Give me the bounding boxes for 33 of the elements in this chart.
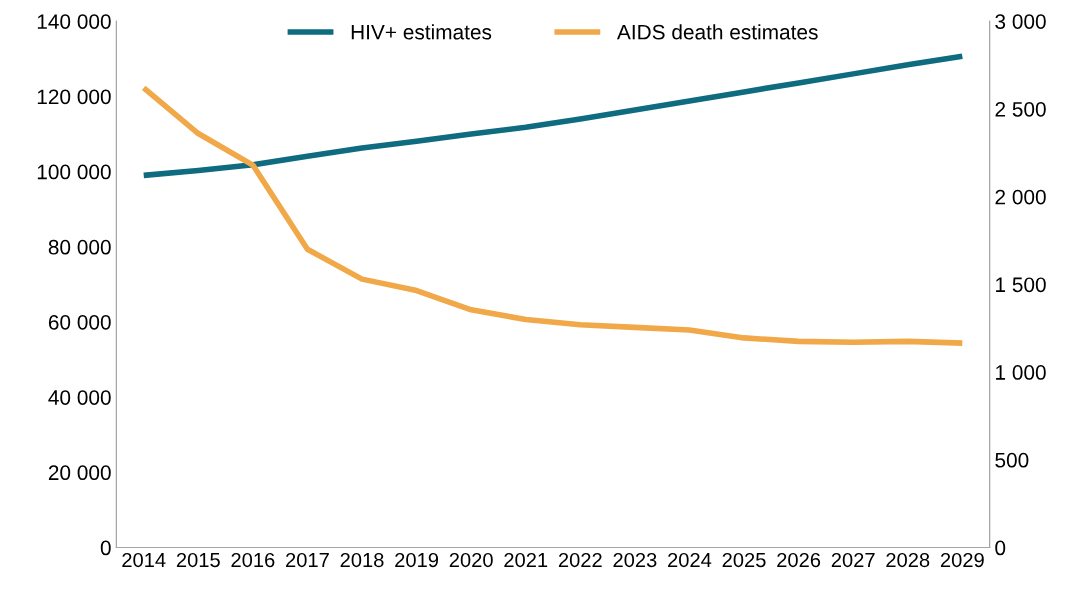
y-tick-label: 140 000 bbox=[37, 14, 111, 29]
y2-tick-label: 2 000 bbox=[995, 189, 1046, 205]
x-tick-label: 2020 bbox=[449, 552, 493, 568]
y2-tick-label: 500 bbox=[995, 452, 1029, 468]
x-tick-label: 2015 bbox=[176, 552, 220, 568]
y-tick-label: 120 000 bbox=[37, 89, 111, 105]
x-tick-label: 2024 bbox=[668, 552, 712, 568]
y2-tick-label: 0 bbox=[995, 540, 1006, 556]
x-tick-label: 2016 bbox=[231, 552, 275, 568]
y-tick-label: 40 000 bbox=[48, 390, 111, 405]
y2-tick-label: 3 000 bbox=[995, 14, 1046, 29]
x-tick-label: 2028 bbox=[886, 552, 930, 568]
x-tick-label: 2023 bbox=[613, 552, 657, 568]
y2-tick-label: 1 500 bbox=[996, 277, 1046, 293]
x-tick-label: 2027 bbox=[831, 552, 875, 568]
y-tick-label: 80 000 bbox=[48, 239, 111, 255]
y-tick-label: 0 bbox=[100, 540, 111, 556]
x-tick-label: 2014 bbox=[122, 552, 166, 568]
x-tick-label: 2022 bbox=[558, 552, 602, 568]
y-tick-label: 100 000 bbox=[37, 164, 111, 180]
x-tick-label: 2026 bbox=[777, 552, 821, 568]
legend-label: AIDS death estimates bbox=[616, 24, 818, 40]
x-tick-label: 2019 bbox=[395, 552, 439, 568]
y-tick-label: 60 000 bbox=[48, 314, 111, 330]
x-tick-label: 2017 bbox=[286, 552, 329, 568]
x-tick-label: 2029 bbox=[940, 552, 984, 568]
x-tick-label: 2021 bbox=[504, 552, 548, 568]
y2-tick-label: 2 500 bbox=[995, 101, 1046, 117]
y2-tick-label: 1 000 bbox=[996, 365, 1046, 380]
y-tick-label: 20 000 bbox=[48, 465, 111, 481]
x-tick-label: 2018 bbox=[340, 552, 384, 568]
x-tick-label: 2025 bbox=[722, 552, 766, 568]
legend-label: HIV+ estimates bbox=[351, 24, 492, 40]
